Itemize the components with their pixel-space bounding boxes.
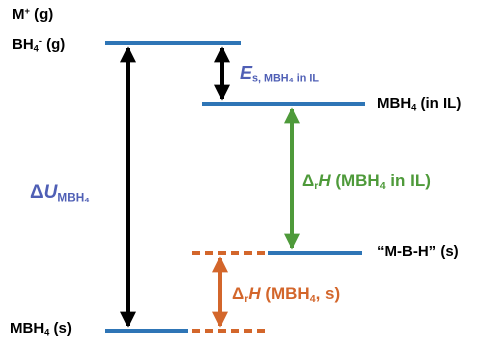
label-delta-u-var: U [43, 182, 58, 203]
label-dh-in-il-var: H [318, 171, 331, 190]
label-mbh4-in-il-main: MBH [377, 95, 412, 112]
label-dh-solid-var: H [248, 284, 261, 303]
label-gas-anion: BH4- (g) [12, 36, 66, 54]
label-mbh4-solid-rest: (s) [49, 320, 72, 337]
label-dh-solid-delta: Δ [232, 284, 245, 303]
label-solvation-energy-var: E [240, 63, 253, 83]
label-gas-cation-main: M [12, 6, 25, 24]
label-dh-in-il-delta: Δ [302, 171, 315, 190]
label-mbh4-solid-sub: 4 [44, 327, 50, 338]
label-dh-solid-rest2: , s) [315, 284, 341, 303]
label-dh-solid-sub: 4 [309, 292, 316, 305]
label-dh-in-il-rest1: (MBH [330, 171, 380, 190]
label-mbh4-solid-main: MBH [10, 320, 45, 337]
label-solvation-energy-sub: s, MBH₄ in IL [252, 72, 319, 85]
label-dh-in-il-r: r [314, 179, 319, 192]
label-gas-anion-rest: (g) [41, 36, 66, 54]
label-mbh4-in-il-rest: (in IL) [416, 95, 462, 112]
label-gas-cation-rest: (g) [29, 6, 54, 24]
label-delta-u: ΔUMBH₄ [30, 183, 90, 204]
label-dh-solid-r: r [244, 292, 249, 305]
label-gas-anion-sup: - [38, 36, 42, 46]
label-dh-in-il-rest2: in IL) [385, 171, 431, 190]
label-mbh4-in-il-sub: 4 [411, 102, 417, 113]
label-mbh4-solid: MBH4 (s) [10, 321, 72, 338]
label-delta-u-sub: MBH₄ [57, 191, 90, 205]
label-dh-solid-rest1: (MBH [260, 284, 310, 303]
label-solvation-energy: Es, MBH₄ in IL [240, 64, 319, 84]
label-gas-anion-main: BH [12, 36, 34, 54]
label-mbh-solid-text: “M-B-H” (s) [377, 243, 459, 260]
label-dh-in-il: ΔrH (MBH4 in IL) [302, 172, 431, 191]
label-delta-u-symbol: Δ [30, 182, 44, 203]
label-gas-cation-sup: + [24, 6, 30, 16]
label-gas-anion-sub: 4 [33, 43, 39, 54]
label-mbh4-in-il: MBH4 (in IL) [377, 96, 461, 113]
label-dh-in-il-sub: 4 [379, 179, 386, 192]
label-mbh-solid: “M-B-H” (s) [377, 244, 459, 259]
label-dh-solid: ΔrH (MBH4, s) [232, 285, 340, 304]
label-gas-cation: M+ (g) [12, 6, 54, 24]
